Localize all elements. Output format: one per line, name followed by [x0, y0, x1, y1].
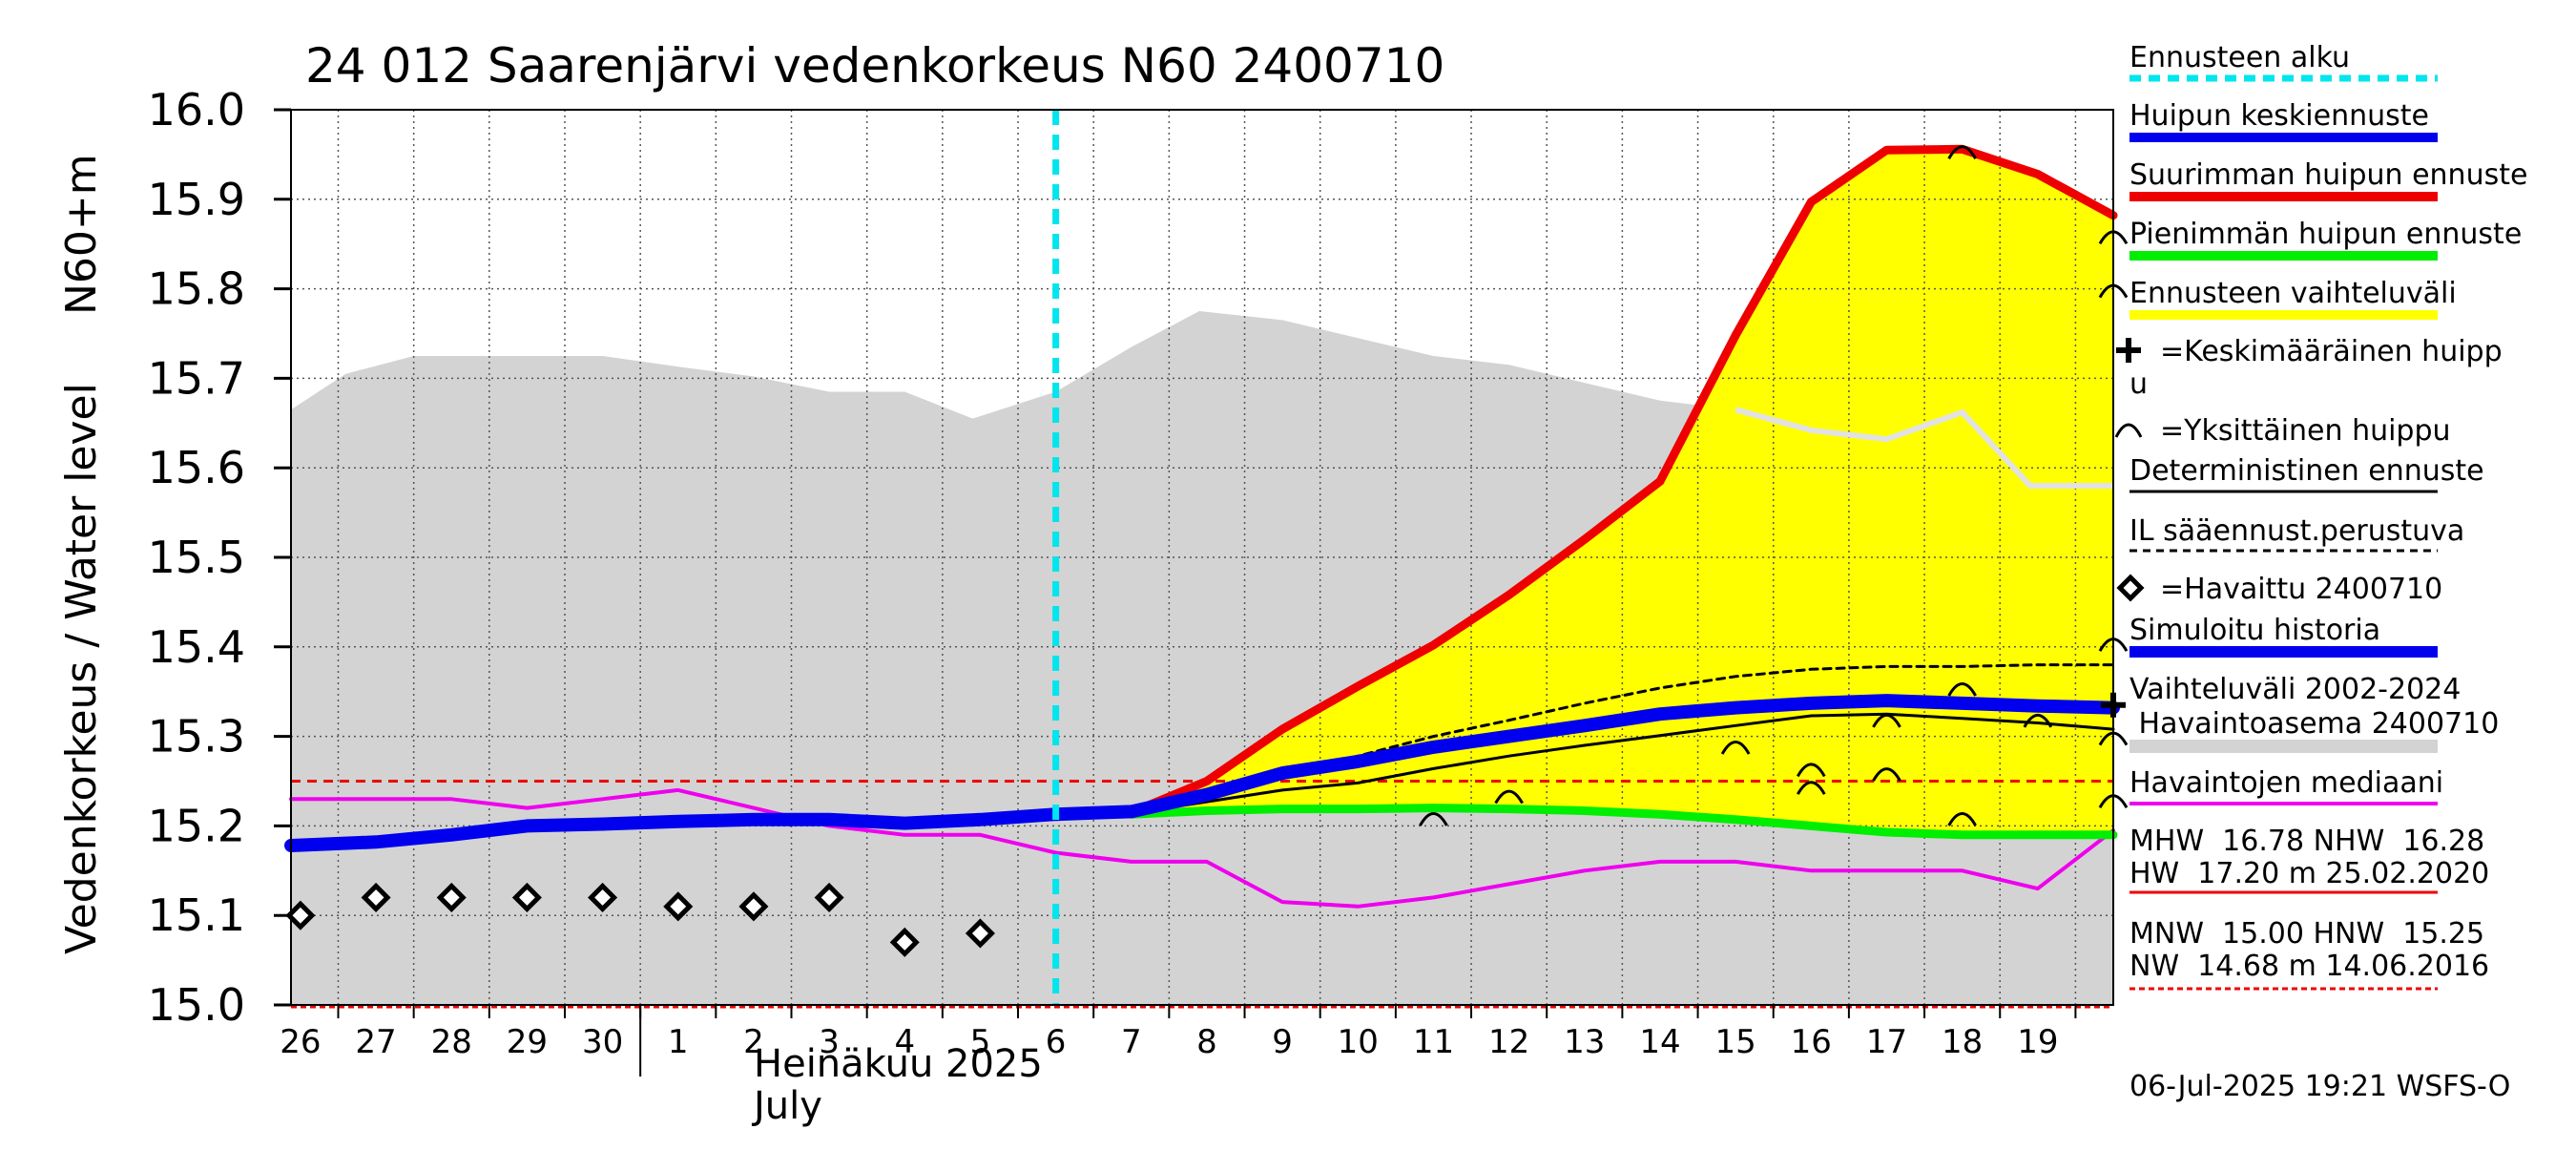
x-tick-label: 17 [1866, 1023, 1907, 1061]
legend-label-variation: Vaihteluväli 2002-2024 [2129, 673, 2461, 706]
single-peak-marker [1797, 763, 1826, 778]
x-tick-label: 7 [1121, 1023, 1142, 1061]
y-tick-label: 15.6 [148, 442, 245, 493]
chart-title: 24 012 Saarenjärvi vedenkorkeus N60 2400… [305, 38, 1444, 94]
series-mean-forecast [284, 694, 2120, 852]
variation-median-line [1735, 407, 2113, 489]
single-peak-marker [1947, 682, 1977, 697]
y-tick-label: 15.3 [148, 711, 245, 763]
footer-timestamp: 06-Jul-2025 19:21 WSFS-O [2129, 1070, 2510, 1103]
x-tick-label: 16 [1791, 1023, 1832, 1061]
x-tick-label: 6 [1046, 1023, 1067, 1061]
x-tick-label: 10 [1338, 1023, 1379, 1061]
x-tick-label: 5 [970, 1023, 991, 1061]
single-peak-marker [1720, 741, 1751, 755]
month-label-fi: Heinäkuu 2025 [754, 1042, 1043, 1086]
observed-point [738, 891, 769, 922]
x-tick-label: 4 [894, 1023, 915, 1061]
y-tick-label: 15.9 [148, 174, 245, 225]
legend-symbol-observed [2116, 574, 2145, 602]
legend-label-max-forecast: Suurimman huipun ennuste [2129, 158, 2527, 192]
legend-label-simulated: Simuloitu historia [2129, 614, 2380, 647]
y-tick-label: 16.0 [148, 84, 245, 136]
x-tick-label: 11 [1413, 1023, 1454, 1061]
series-observed-median [289, 787, 2115, 909]
x-tick-label: 1 [668, 1023, 689, 1061]
observed-point [814, 882, 844, 912]
legend-label-observed: =Havaittu 2400710 [2160, 573, 2442, 606]
legend-label-mean-peak-2: u [2129, 367, 2148, 401]
single-peak-marker [1872, 713, 1901, 728]
legend-label-forecast-start: Ennusteen alku [2129, 41, 2350, 74]
y-tick-label: 15.5 [148, 532, 245, 583]
x-tick-label: 19 [2017, 1023, 2058, 1061]
y-tick-label: 15.7 [148, 352, 245, 404]
x-tick-label: 26 [280, 1023, 321, 1061]
single-peak-marker [1494, 789, 1524, 805]
x-tick-label: 29 [507, 1023, 548, 1061]
x-tick-label: 2 [743, 1023, 764, 1061]
series-min-forecast [1127, 804, 2118, 840]
x-tick-label: 12 [1488, 1023, 1529, 1061]
legend-label-mean-forecast: Huipun keskiennuste [2129, 99, 2429, 133]
x-tick-label: 28 [431, 1023, 472, 1061]
x-tick-label: 14 [1639, 1023, 1680, 1061]
stats-line-2: HW 17.20 m 25.02.2020 [2129, 857, 2489, 890]
single-peak-marker [1947, 145, 1977, 159]
observed-point [965, 918, 995, 949]
stats-line-1: MHW 16.78 NHW 16.28 [2129, 825, 2484, 858]
single-peak-marker [1947, 812, 1977, 826]
x-tick-label: 15 [1715, 1023, 1756, 1061]
legend-label-single-peak: =Yksittäinen huippu [2160, 414, 2451, 448]
month-label-en: July [751, 1084, 822, 1128]
legend-label-deterministic: Deterministinen ennuste [2129, 454, 2484, 488]
x-tick-label: 27 [355, 1023, 396, 1061]
x-tick-label: 9 [1272, 1023, 1293, 1061]
y-tick-label: 15.8 [148, 263, 245, 315]
x-tick-label: 13 [1564, 1023, 1605, 1061]
series-max-forecast [1127, 144, 2118, 817]
single-peak-marker [1419, 812, 1448, 826]
legend-label-variation-2: Havaintoasema 2400710 [2129, 707, 2499, 741]
legend-symbol-single-peak [2114, 423, 2143, 438]
single-peak-marker [1797, 781, 1826, 795]
stats-line-3: MNW 15.00 HNW 15.25 [2129, 917, 2484, 951]
single-peak-marker [1872, 767, 1901, 782]
x-tick-label: 8 [1196, 1023, 1217, 1061]
legend-label-il: IL sääennust.perustuva [2129, 514, 2464, 548]
x-tick-label: 18 [1942, 1023, 1983, 1061]
observed-point [285, 900, 316, 930]
x-tick-label: 30 [582, 1023, 623, 1061]
observed-point [361, 882, 391, 912]
series-deterministic [1130, 712, 2115, 815]
stats-line-4: NW 14.68 m 14.06.2016 [2129, 950, 2489, 983]
y-tick-label: 15.0 [148, 979, 245, 1031]
legend-label-mean-peak: =Keskimääräinen huipp [2160, 335, 2503, 368]
y-axis-label: Vedenkorkeus / Water level [57, 383, 106, 954]
y-tick-label: 15.4 [148, 621, 245, 673]
y-axis-unit: N60+m [57, 154, 106, 315]
legend-label-min-forecast: Pienimmän huipun ennuste [2129, 218, 2522, 251]
observed-point [436, 882, 467, 912]
y-tick-label: 15.2 [148, 800, 245, 851]
observed-point [588, 882, 618, 912]
y-tick-label: 15.1 [148, 889, 245, 941]
legend-symbol-mean-peak [2116, 338, 2141, 363]
observed-point [889, 927, 920, 957]
x-tick-label: 3 [819, 1023, 840, 1061]
legend-label-median: Havaintojen mediaani [2129, 766, 2443, 800]
forecast-range-area [1131, 149, 2113, 835]
legend-label-range: Ennusteen vaihteluväli [2129, 277, 2457, 310]
single-peak-marker [2023, 713, 2053, 728]
observed-point [663, 891, 694, 922]
observed-point [511, 882, 542, 912]
legend-symbol-variation [2129, 740, 2438, 753]
